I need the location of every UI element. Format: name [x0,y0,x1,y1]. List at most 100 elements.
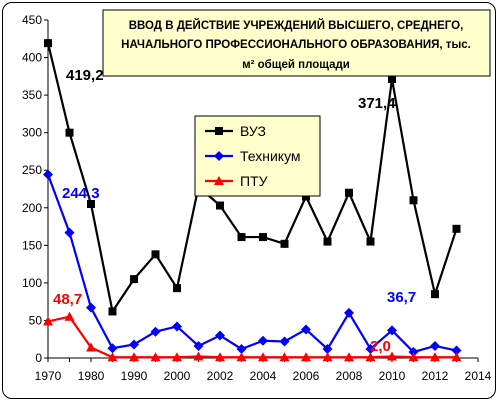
x-tick-label: 2002 [207,369,234,383]
series-line-1 [46,42,458,315]
data-point-tekhnikum [279,336,290,347]
data-point-ptu [344,352,354,362]
data-point-tekhnikum [172,321,182,332]
legend-label: ВУЗ [240,123,266,139]
data-point-vuz [345,188,353,197]
data-point-vuz [409,196,418,205]
data-point-vuz [280,239,289,248]
x-tick-label: 2012 [422,369,449,383]
data-point-vuz [431,290,439,299]
data-point-vuz [452,224,461,233]
annotations: 419,2 371,4 244,3 48,7 36,7 2,0 [53,67,416,355]
data-point-vuz [259,233,267,242]
data-label: 244,3 [62,185,100,202]
data-point-ptu [193,351,204,361]
legend-label: ПТУ [240,173,268,189]
data-point-tekhnikum [387,325,397,336]
data-label: 36,7 [387,289,416,306]
legend-marker-square [215,127,223,135]
data-point-ptu [408,352,419,362]
x-tick-label: 1970 [35,369,62,383]
data-point-ptu [86,342,96,352]
data-point-ptu [64,311,75,321]
legend: ВУЗ Техникум ПТУ [194,115,321,197]
data-point-tekhnikum [365,343,376,354]
data-point-ptu [129,352,139,362]
data-point-ptu [172,352,182,362]
legend-label: Техникум [240,148,301,164]
x-tick-label: 2006 [293,369,320,383]
y-tick-label: 100 [22,276,42,290]
data-point-ptu [365,352,376,362]
data-point-tekhnikum [129,339,139,350]
data-point-vuz [87,200,95,209]
data-point-ptu [107,352,118,362]
data-point-vuz [173,284,181,293]
legend-marker-diamond [214,151,224,161]
x-tick-label: 2000 [164,369,191,383]
x-tick-label: 2010 [379,369,406,383]
y-tick-label: 250 [22,163,42,177]
data-point-tekhnikum [215,330,225,341]
data-point-tekhnikum [193,340,204,351]
data-label: 419,2 [66,67,104,84]
x-tick-label: 2004 [250,369,277,383]
y-tick-label: 0 [35,351,42,365]
data-point-tekhnikum [451,345,462,356]
data-point-tekhnikum [322,343,333,354]
y-tick-label: 50 [29,313,43,327]
y-tick-label: 150 [22,238,42,252]
data-point-vuz [388,75,396,84]
title-line-3: м² общей площади [242,59,350,71]
data-point-vuz [65,128,74,137]
axes: 0 50 100 150 200 250 300 350 400 450 1970 1980 1990 2… [22,13,492,383]
data-point-vuz [216,201,224,210]
data-point-ptu [215,352,225,362]
data-label: 48,7 [53,291,82,308]
data-label: 371,4 [358,95,396,112]
legend-marker-triangle [214,176,224,185]
series-line-2 [46,174,457,354]
x-tick-label: 2014 [465,369,492,383]
data-point-tekhnikum [150,326,161,337]
data-point-vuz [237,233,246,242]
data-point-vuz [44,39,52,48]
title-background [102,9,491,77]
data-point-vuz [366,237,375,246]
x-tick-label: 2008 [336,369,363,383]
data-point-vuz [151,250,160,259]
data-point-tekhnikum [258,335,268,346]
y-tick-label: 200 [22,201,42,215]
title-line-2: НАЧАЛЬНОГО ПРОФЕССИОНАЛЬНОГО ОБРАЗОВАНИЯ… [121,39,471,51]
data-point-ptu [43,316,53,326]
data-point-tekhnikum [430,340,440,351]
data-point-ptu [258,352,268,362]
data-point-tekhnikum [86,302,96,313]
data-point-tekhnikum [236,343,247,354]
data-point-vuz [130,275,138,284]
y-tick-label: 350 [22,88,42,102]
series-layer [43,39,462,362]
data-point-tekhnikum [107,343,118,354]
data-point-tekhnikum [301,324,311,335]
data-point-ptu [322,352,333,362]
data-point-vuz [323,237,332,246]
title-box: ВВОД В ДЕЙСТВИЕ УЧРЕЖДЕНИЙ ВЫСШЕГО, СРЕД… [102,9,491,77]
data-point-vuz [302,192,310,201]
data-point-ptu [430,352,440,362]
y-tick-label: 300 [22,126,42,140]
data-point-tekhnikum [344,307,354,318]
data-point-ptu [279,352,290,362]
data-point-tekhnikum [64,227,75,238]
data-label: 2,0 [370,338,391,355]
title-line-1: ВВОД В ДЕЙСТВИЕ УЧРЕЖДЕНИЙ ВЫСШЕГО, СРЕД… [129,19,464,32]
y-tick-label: 400 [22,51,42,65]
data-point-tekhnikum [43,169,53,180]
data-point-ptu [451,352,462,362]
data-point-ptu [150,352,161,362]
x-tick-label: 1990 [121,369,148,383]
data-point-ptu [301,352,311,362]
data-point-ptu [387,351,397,361]
series-line-3 [47,315,457,359]
